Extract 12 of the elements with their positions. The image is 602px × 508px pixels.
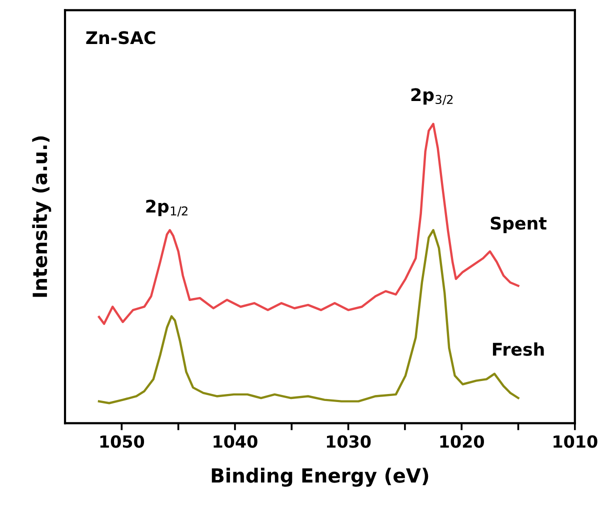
x-tick-label: 1050 (100, 435, 144, 448)
y-axis-title: Intensity (a.u.) (32, 136, 52, 297)
series-label: Spent (490, 216, 547, 234)
series-label: Fresh (492, 342, 544, 356)
x-axis-title: Binding Energy (eV) (212, 468, 428, 487)
text: 2p$_{3/2}$ (411, 88, 453, 105)
x-tick-label: 1020 (440, 435, 484, 448)
x-tick-label: 1040 (214, 435, 258, 448)
x-tick-label: 1030 (326, 435, 371, 448)
annotation: 2p$_{1/2}$ (146, 200, 188, 217)
x-tick-label: 1010 (554, 435, 598, 448)
text: Zn-SAC (86, 31, 156, 44)
